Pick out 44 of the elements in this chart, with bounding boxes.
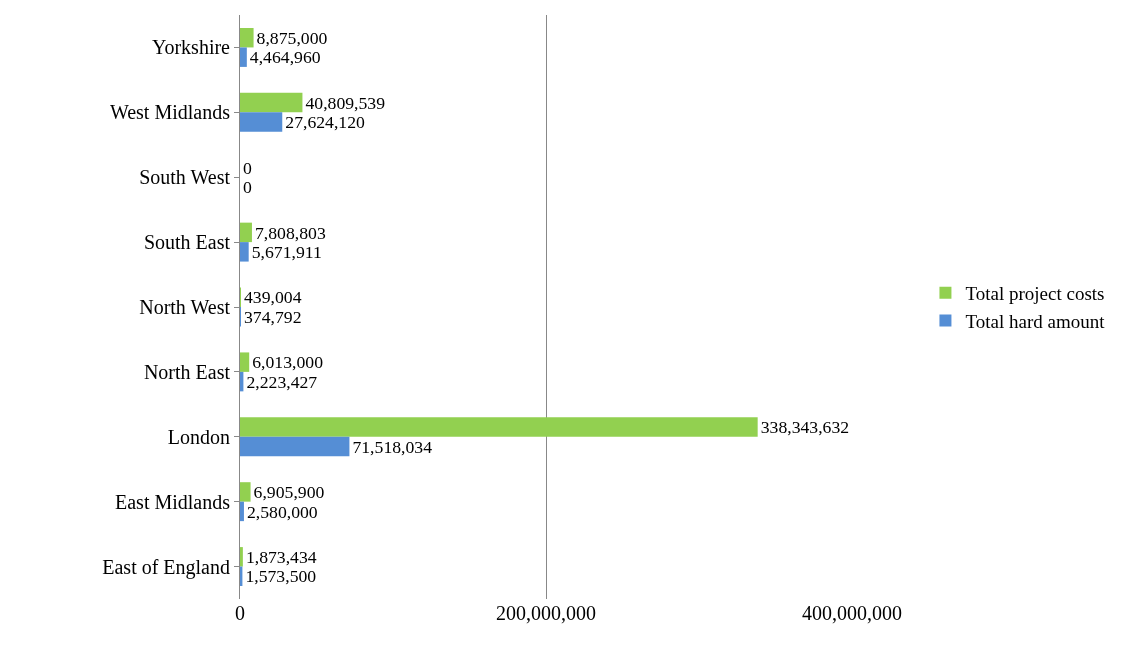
data-label: 7,808,803 [254,222,326,243]
x-tick-label: 400,000,000 [802,602,902,624]
bar [240,482,251,502]
bar [240,547,243,567]
y-tick-label: West Midlands [109,101,231,124]
data-label: 8,875,000 [256,27,328,48]
data-label: 4,464,960 [249,47,321,68]
y-tick-label: South East [143,231,231,254]
bar [240,417,758,437]
y-tick-label: South West [139,166,231,189]
data-label: 2,580,000 [246,501,318,522]
bar [240,222,252,243]
bar [240,352,250,372]
data-label: 439,004 [244,287,302,308]
data-label: 338,343,632 [760,417,850,438]
legend-label: Total project costs [965,283,1105,305]
data-label: 1,873,434 [245,547,317,568]
data-label: 0 [243,177,252,198]
bar [240,112,283,132]
y-tick-label: North East [143,360,231,383]
data-label: 71,518,034 [352,436,433,457]
y-tick-label: Yorkshire [152,36,231,59]
x-tick-label: 0 [235,602,245,624]
bar [240,436,350,457]
data-label: 6,905,900 [253,482,325,503]
data-label: 27,624,120 [285,112,366,133]
y-tick-label: London [167,425,230,448]
bar [240,47,247,67]
y-tick-label: East Midlands [115,490,231,513]
data-label: 0 [243,157,252,178]
bar [240,501,244,522]
y-tick-label: East of England [102,555,230,579]
data-label: 5,671,911 [251,242,322,263]
legend-label: Total hard amount [965,310,1106,332]
data-label: 1,573,500 [245,566,317,587]
x-tick-label: 200,000,000 [496,602,596,624]
data-label: 2,223,427 [246,371,318,392]
bar [240,27,254,48]
bar [240,242,249,262]
data-label: 6,013,000 [252,352,324,373]
data-label: 40,809,539 [305,92,386,113]
y-tick-label: North West [139,296,231,318]
data-label: 374,792 [244,306,302,327]
bar [240,92,303,113]
